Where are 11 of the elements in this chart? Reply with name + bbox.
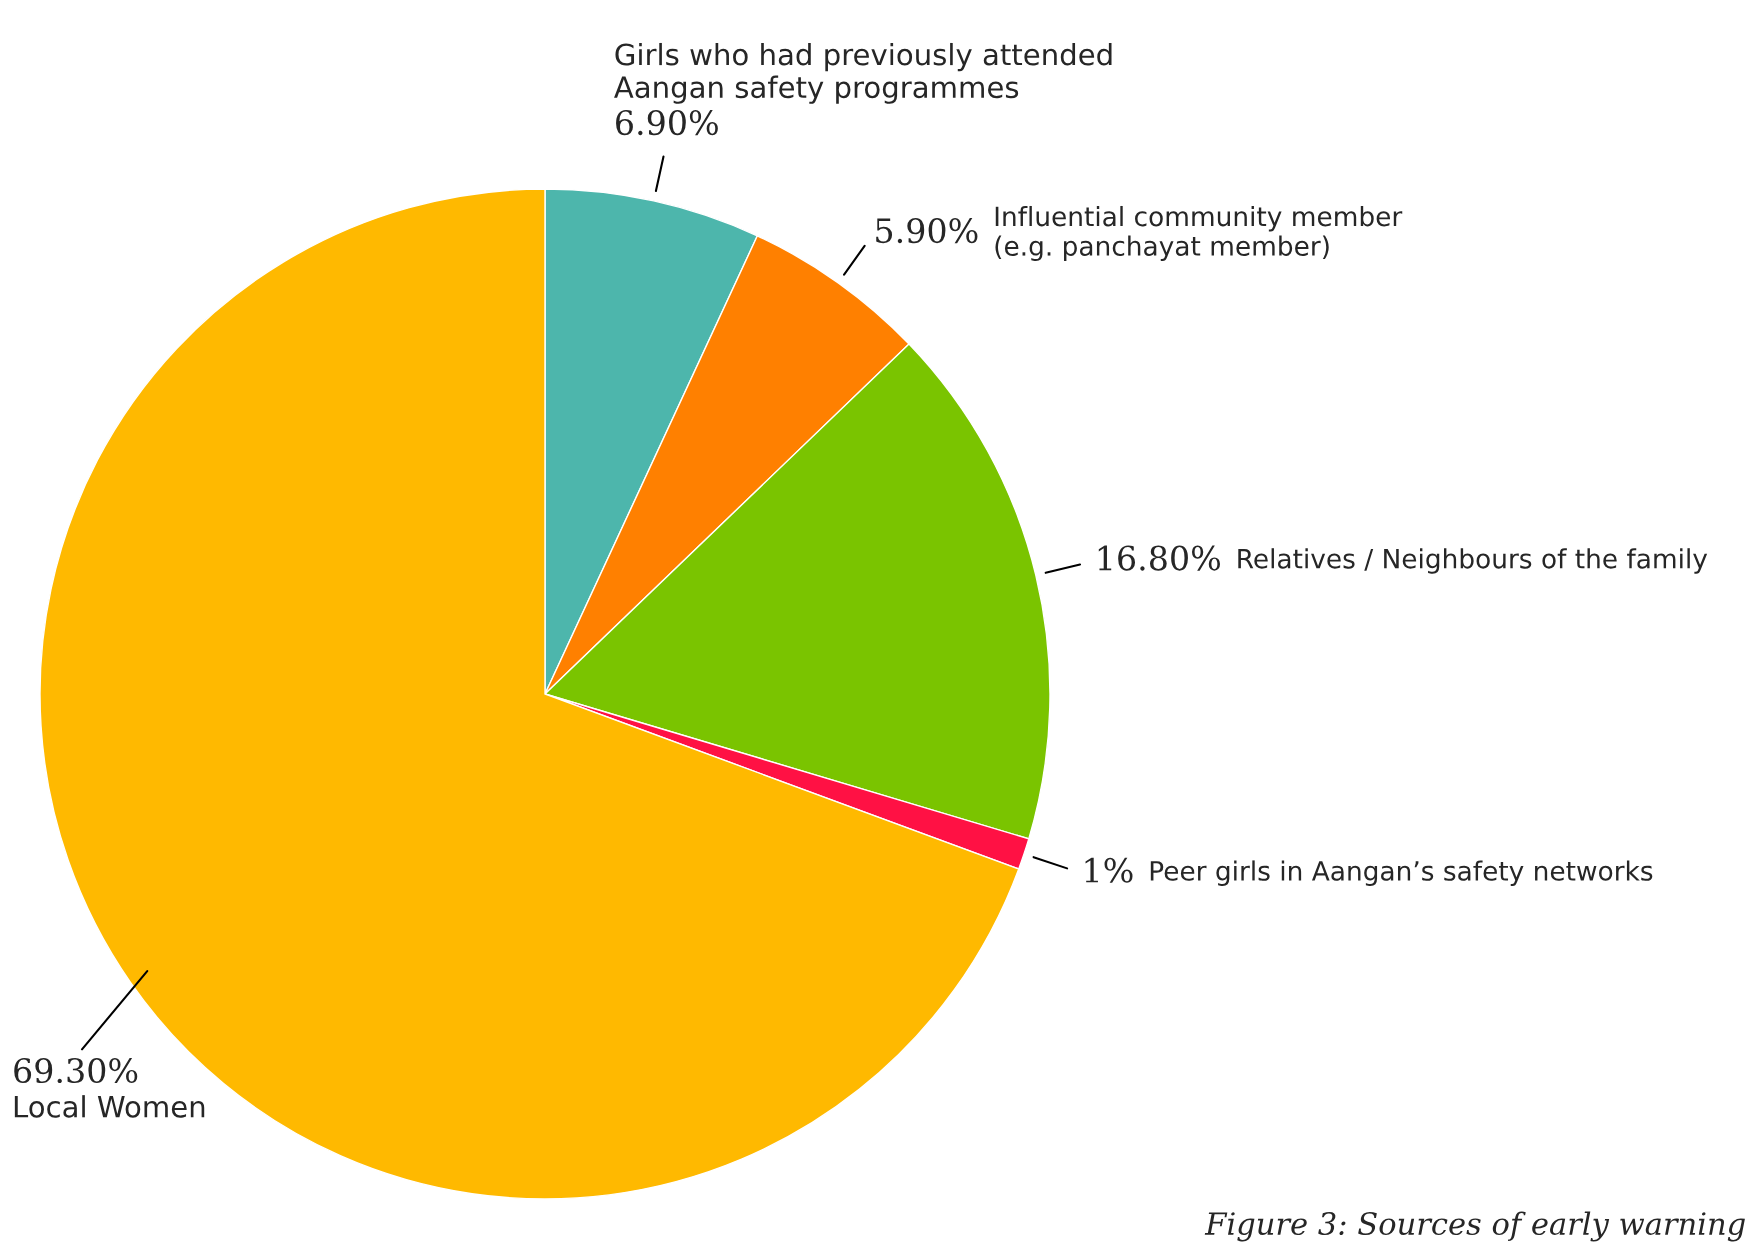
slice-label: Local Women [14,1095,205,1118]
data-label: 1% [1085,857,1133,883]
data-label: 5.90% [876,217,978,244]
caption: Figure 3: Sources of early warning [1204,1211,1745,1242]
data-label: 69.30% [14,1057,138,1084]
slice-label: Influential community member (e.g. panchayat member) [995,205,1403,262]
slice-label: Relatives / Neighbours of the family [1238,548,1708,574]
data-label: 6.90% [616,109,718,136]
slice-label: Girls who had previously attended Aangan safety programmes [614,42,1112,104]
data-label: 16.80% [1098,545,1220,571]
slice-label: Peer girls in Aangan’s safety networks [1150,860,1653,886]
